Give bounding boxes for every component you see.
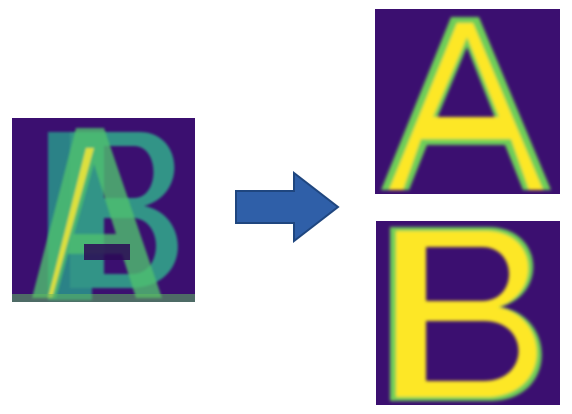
superimposed-letters-svg: [12, 118, 195, 302]
separated-letter-a-image: [375, 9, 560, 194]
right-arrow-icon: [235, 171, 340, 243]
mixed-dark-band: [84, 244, 130, 260]
separated-letter-b-image: [376, 221, 560, 405]
mixed-bottom-edge: [12, 294, 195, 302]
superimposed-letters-image: [12, 118, 195, 302]
letter-a-glyph: [381, 17, 551, 190]
letter-a-svg: [375, 9, 560, 194]
letter-b-svg: [376, 221, 560, 405]
letter-b-glyph: [390, 227, 542, 401]
